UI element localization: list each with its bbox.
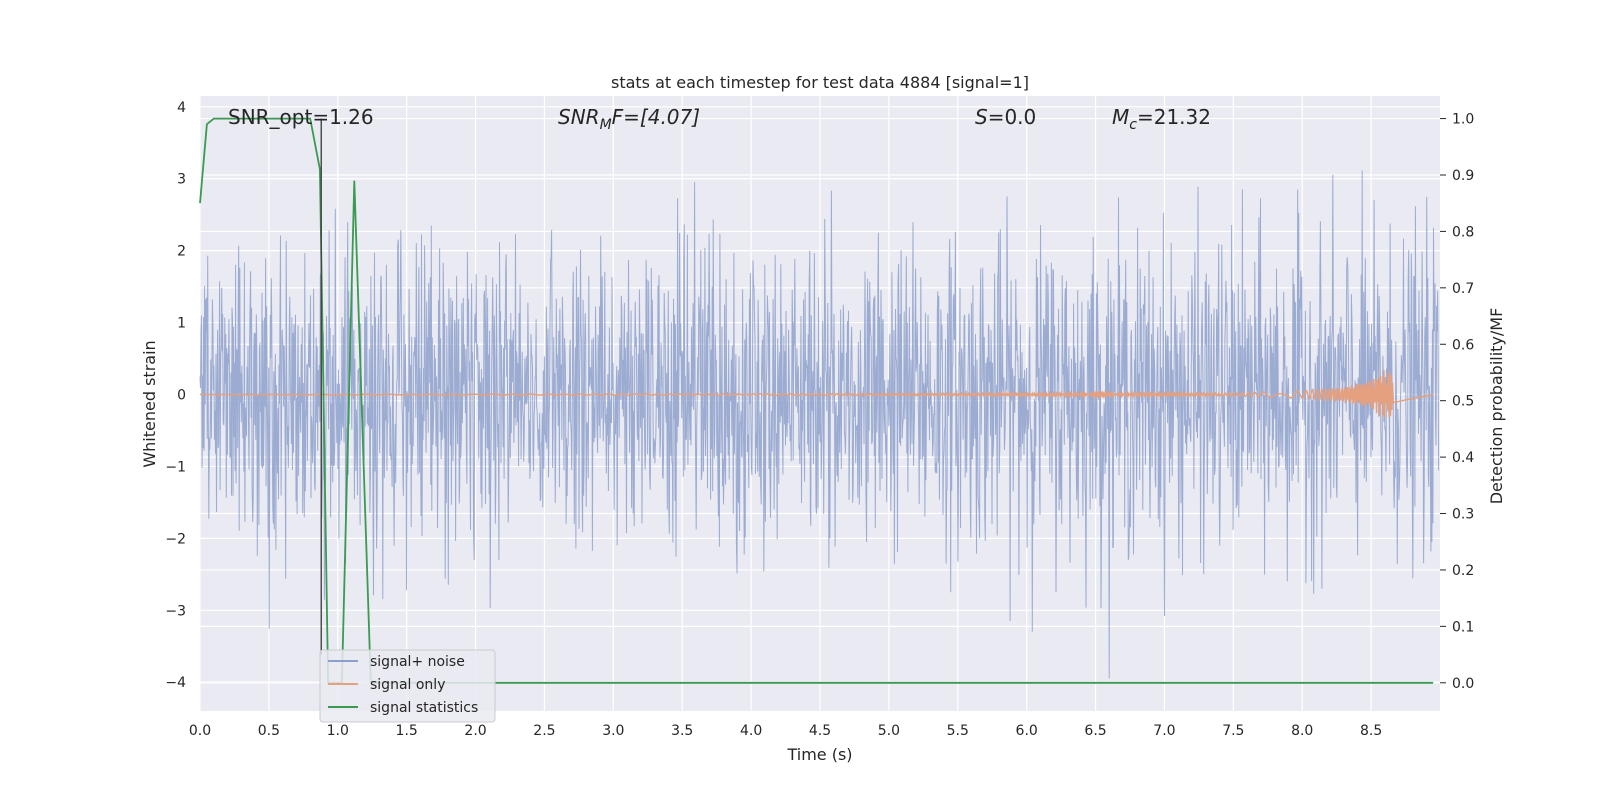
y2-tick-label: 0.9 bbox=[1452, 168, 1474, 184]
y-axis-label: Whitened strain bbox=[140, 340, 159, 467]
annotation-mc-rest: =21.32 bbox=[1137, 105, 1211, 129]
y-tick-label: 1 bbox=[177, 316, 186, 332]
y-tick-label: 3 bbox=[177, 172, 186, 188]
y-tick-label: 2 bbox=[177, 244, 186, 260]
annotation-snr-mf-sub: M bbox=[600, 117, 612, 133]
y2-tick-label: 0.4 bbox=[1452, 450, 1474, 466]
x-ticks: 0.0 0.5 1.0 1.5 2.0 2.5 3.0 3.5 4.0 4.5 5.0 5.5 6.0 6… bbox=[189, 723, 1382, 739]
x-tick-label: 8.0 bbox=[1291, 723, 1313, 739]
series-signal-plus-noise bbox=[199, 170, 1440, 679]
x-tick-label: 4.5 bbox=[809, 723, 831, 739]
y-tick-label: −4 bbox=[165, 675, 186, 691]
series-signal-only bbox=[200, 370, 1434, 418]
x-tick-label: 2.0 bbox=[464, 723, 486, 739]
x-tick-label: 4.0 bbox=[740, 723, 762, 739]
x-axis-label: Time (s) bbox=[786, 745, 852, 764]
x-tick-label: 1.0 bbox=[327, 723, 349, 739]
y2-tick-label: 0.6 bbox=[1452, 337, 1474, 353]
y-tick-label: 4 bbox=[177, 100, 186, 116]
x-tick-label: 0.5 bbox=[258, 723, 280, 739]
x-tick-label: 6.0 bbox=[1016, 723, 1038, 739]
x-tick-label: 8.5 bbox=[1360, 723, 1382, 739]
y-tick-label: −1 bbox=[165, 459, 186, 475]
annotation-mc-sym: M bbox=[1112, 105, 1129, 129]
y2-tick-label: 0.3 bbox=[1452, 507, 1474, 523]
legend-box bbox=[319, 649, 496, 723]
legend: signal+ noise signal only signal statist… bbox=[319, 649, 496, 723]
x-tick-label: 2.5 bbox=[533, 723, 555, 739]
annotation-snr-mf: SNRMF=[4.07] bbox=[558, 105, 700, 133]
x-tick-label: 3.0 bbox=[602, 723, 624, 739]
annotation-snr-mf-base: SNR bbox=[558, 105, 600, 129]
y-tick-label: −2 bbox=[165, 531, 186, 547]
y2-tick-label: 1.0 bbox=[1452, 112, 1474, 128]
annotation-s-sym: S bbox=[975, 105, 988, 129]
annotation-s: S=0.0 bbox=[975, 105, 1036, 129]
y2-tick-label: 0.8 bbox=[1452, 224, 1474, 240]
annotation-snr-opt: SNR_opt=1.26 bbox=[228, 105, 374, 129]
y2-tick-label: 0.2 bbox=[1452, 563, 1474, 579]
y-tick-label: −3 bbox=[165, 603, 186, 619]
signal-line bbox=[200, 370, 1434, 418]
legend-entry-noise: signal+ noise bbox=[370, 654, 465, 670]
legend-entry-stat: signal statistics bbox=[370, 700, 478, 716]
noise-line bbox=[199, 170, 1440, 679]
annotation-s-rest: =0.0 bbox=[988, 105, 1037, 129]
x-tick-label: 7.0 bbox=[1153, 723, 1175, 739]
annotation-snr-mf-rest: F=[4.07] bbox=[612, 105, 700, 129]
y2-tick-label: 0.1 bbox=[1452, 619, 1474, 635]
x-tick-label: 6.5 bbox=[1084, 723, 1106, 739]
x-tick-label: 7.5 bbox=[1222, 723, 1244, 739]
y-ticks: 4 3 2 1 0 −1 −2 −3 −4 bbox=[165, 100, 186, 691]
x-tick-label: 5.0 bbox=[878, 723, 900, 739]
y2-tick-label: 0.5 bbox=[1452, 394, 1474, 410]
x-tick-label: 3.5 bbox=[671, 723, 693, 739]
y-tick-label: 0 bbox=[177, 388, 186, 404]
annotation-mc-sub: c bbox=[1129, 117, 1137, 133]
chart-title: stats at each timestep for test data 488… bbox=[611, 73, 1029, 92]
x-tick-label: 5.5 bbox=[947, 723, 969, 739]
x-tick-label: 0.0 bbox=[189, 723, 211, 739]
legend-entry-signal: signal only bbox=[370, 677, 445, 693]
y2-axis-label: Detection probability/MF bbox=[1487, 308, 1506, 505]
x-tick-label: 1.5 bbox=[396, 723, 418, 739]
y2-tick-label: 0.0 bbox=[1452, 676, 1474, 692]
annotation-mc: Mc=21.32 bbox=[1112, 105, 1211, 133]
y2-ticks: 1.0 0.9 0.8 0.7 0.6 0.5 0.4 0.3 0.2 0.1 0.0 bbox=[1440, 112, 1474, 692]
y2-tick-label: 0.7 bbox=[1452, 281, 1474, 297]
